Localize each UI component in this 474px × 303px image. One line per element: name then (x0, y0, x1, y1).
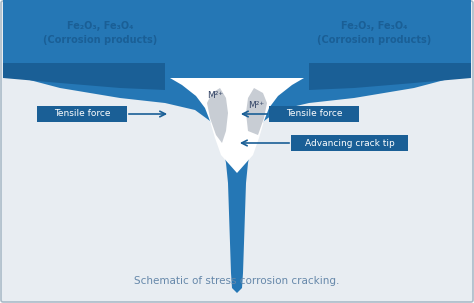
Polygon shape (246, 88, 267, 135)
Polygon shape (207, 88, 228, 143)
Text: Fe₂O₃, Fe₃O₄
(Corrosion products): Fe₂O₃, Fe₃O₄ (Corrosion products) (317, 21, 431, 45)
Text: Fe₂O₃, Fe₃O₄
(Corrosion products): Fe₂O₃, Fe₃O₄ (Corrosion products) (43, 21, 157, 45)
Text: M²⁺: M²⁺ (248, 101, 264, 109)
Text: Tensile force: Tensile force (54, 109, 110, 118)
Polygon shape (237, 0, 471, 293)
Polygon shape (309, 63, 471, 90)
Bar (306, 3, 471, 63)
Text: M²⁺: M²⁺ (207, 91, 223, 99)
Polygon shape (170, 78, 304, 173)
Polygon shape (3, 63, 165, 90)
FancyBboxPatch shape (37, 106, 127, 122)
Text: Tensile force: Tensile force (286, 109, 342, 118)
FancyBboxPatch shape (291, 135, 408, 151)
Bar (3, 3, 168, 63)
Polygon shape (3, 0, 237, 293)
FancyBboxPatch shape (269, 106, 359, 122)
Text: Schematic of stress corrosion cracking.: Schematic of stress corrosion cracking. (134, 276, 340, 286)
Text: Advancing crack tip: Advancing crack tip (305, 138, 394, 148)
